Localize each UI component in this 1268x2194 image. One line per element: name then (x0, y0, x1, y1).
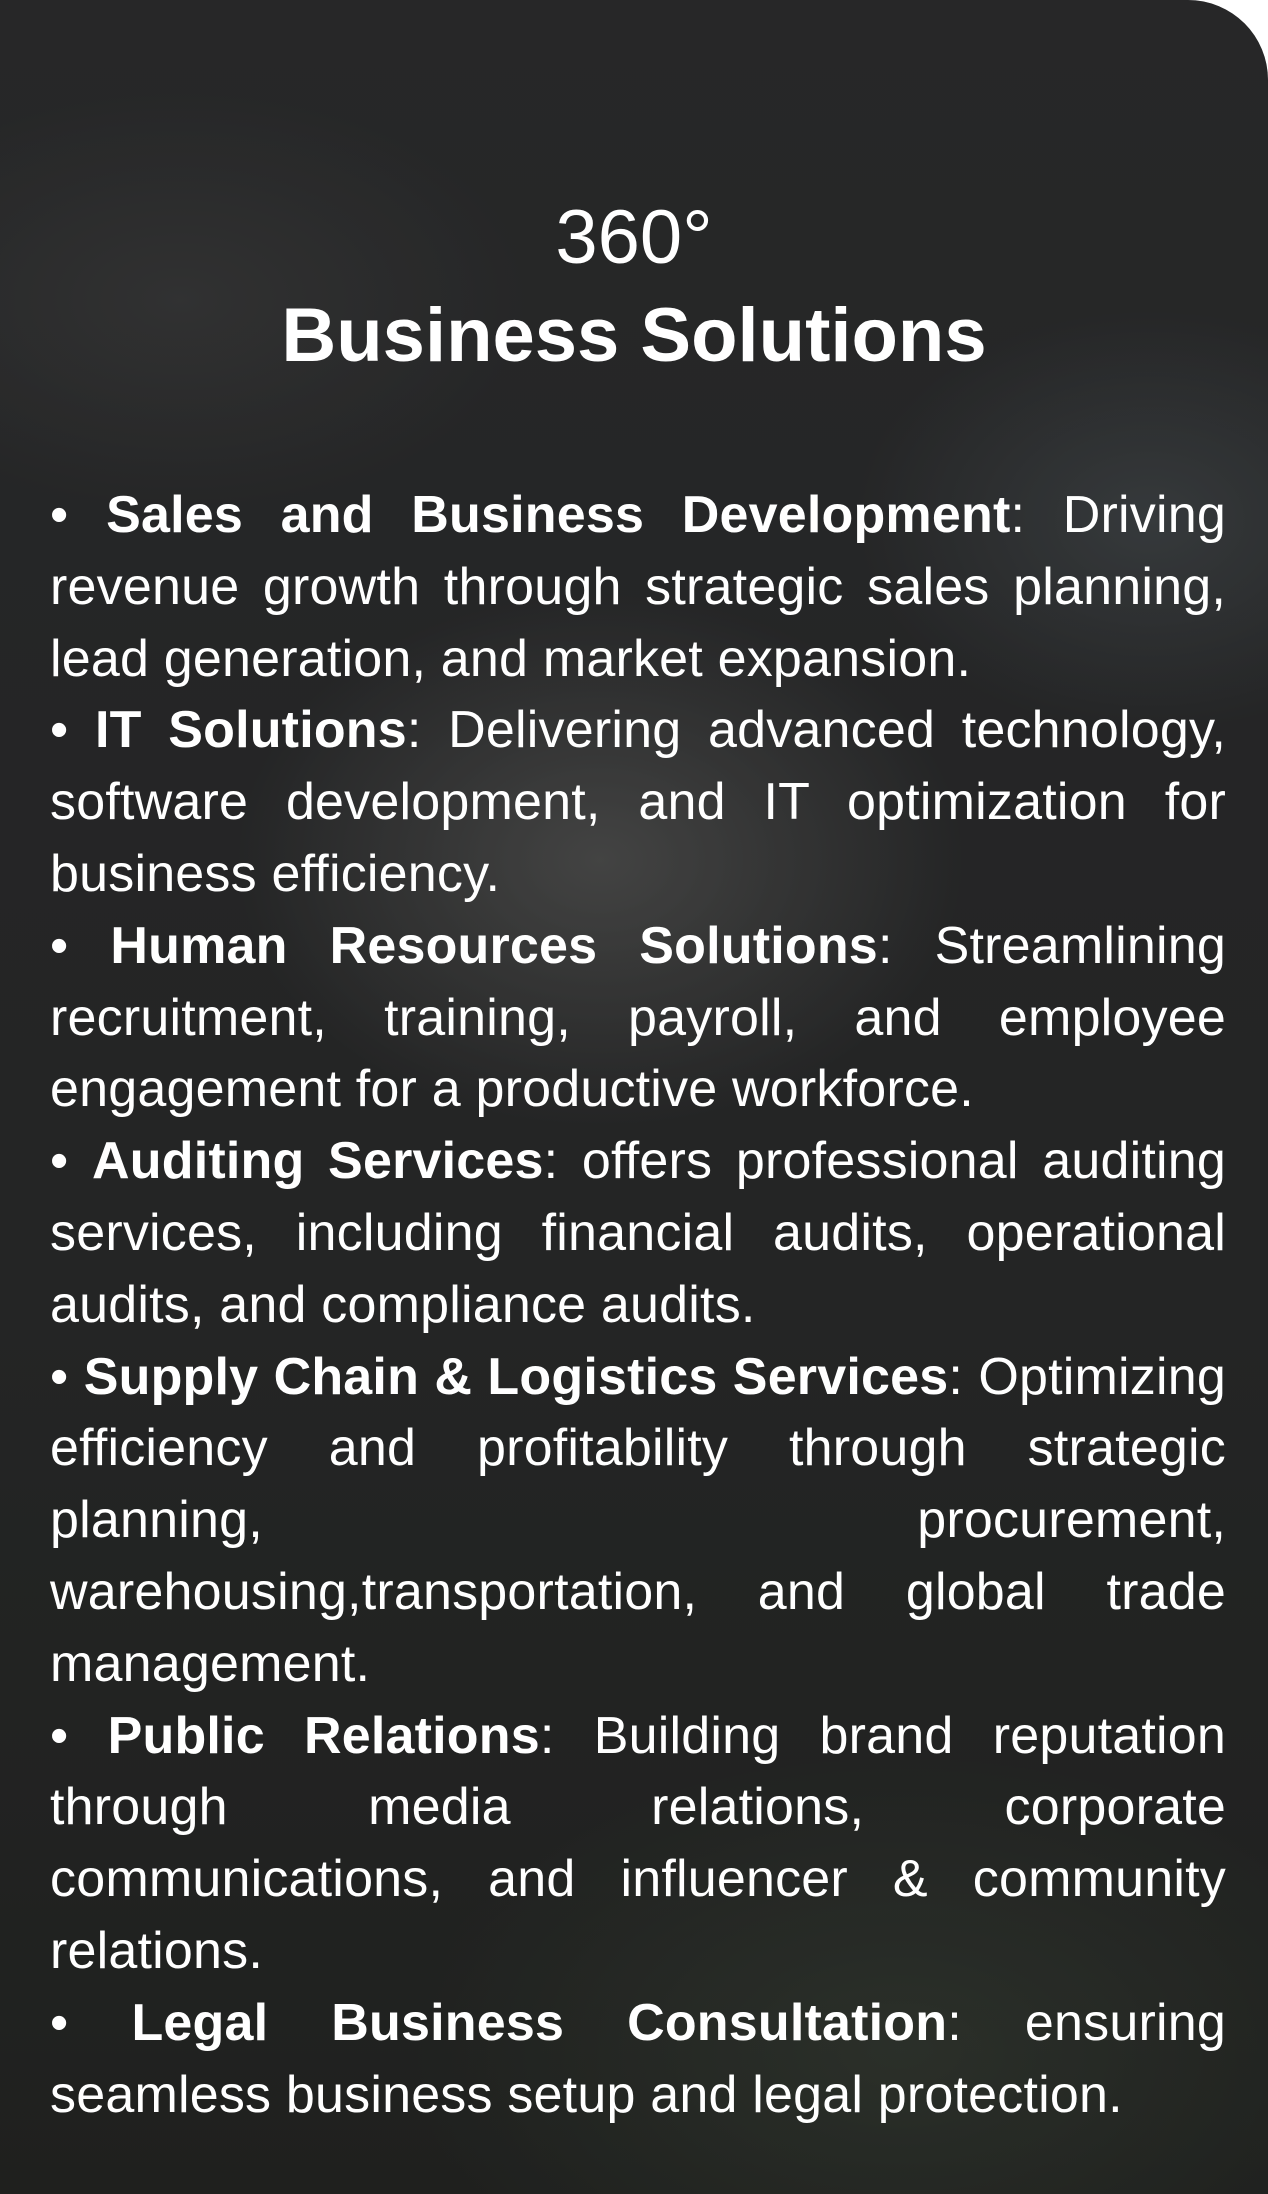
bullet: • (50, 1132, 69, 1191)
separator: : (406, 701, 422, 760)
service-description: Streamlining recruitment, training, payr… (50, 916, 1226, 1119)
service-item-hr: • Human Resources Solutions: Streamlinin… (50, 911, 1226, 1126)
service-item-it: • IT Solutions: Delivering advanced tech… (50, 695, 1226, 910)
service-name: Public Relations (107, 1706, 540, 1765)
service-item-supply-chain: • Supply Chain & Logistics Services: Opt… (50, 1342, 1226, 1701)
separator: : (947, 1993, 962, 2052)
service-description: Building brand reputation through media … (50, 1706, 1226, 1980)
separator: : (543, 1132, 559, 1191)
service-name: Auditing Services (92, 1132, 544, 1191)
bullet: • (50, 916, 69, 975)
service-description: Optimizing efficiency and profitability … (50, 1347, 1226, 1693)
service-name: Sales and Business Development (106, 486, 1011, 544)
separator: : (539, 1706, 555, 1765)
separator: : (877, 916, 893, 975)
bullet: • (50, 1993, 69, 2052)
service-item-public-relations: • Public Relations: Building brand reput… (50, 1701, 1226, 1988)
title-degree: 360° (555, 195, 713, 280)
service-item-auditing: • Auditing Services: offers professional… (50, 1126, 1226, 1341)
service-description: ensuring seamless business setup and leg… (50, 1993, 1226, 2124)
service-name: Human Resources Solutions (110, 916, 878, 975)
service-name: Legal Business Consultation (131, 1993, 948, 2052)
service-name: Supply Chain & Logistics Services (83, 1347, 949, 1406)
bullet: • (50, 1347, 69, 1406)
service-item-sales: • Sales and Business Development: Drivin… (50, 480, 1226, 695)
services-list: • Sales and Business Development: Drivin… (50, 480, 1226, 2131)
separator: : (948, 1347, 964, 1406)
service-name: IT Solutions (95, 701, 407, 760)
bullet: • (50, 1706, 69, 1765)
service-description: offers professional auditing services, i… (50, 1132, 1226, 1334)
title-business-solutions: Business Solutions (281, 293, 987, 378)
separator: : (1010, 486, 1026, 544)
service-item-legal: • Legal Business Consultation: ensuring … (50, 1988, 1226, 2132)
bullet: • (50, 486, 69, 544)
bullet: • (50, 701, 69, 760)
service-description: Driving revenue growth through strategic… (50, 486, 1226, 688)
service-description: Delivering advanced technology, software… (50, 701, 1227, 903)
